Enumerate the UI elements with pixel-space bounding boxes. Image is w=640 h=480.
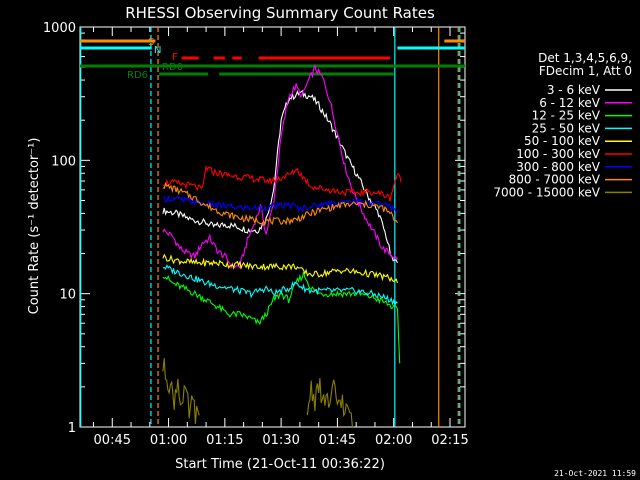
plot-frame	[79, 26, 466, 428]
timestamp-label: 21-Oct-2021 11:59	[554, 469, 636, 478]
legend-entry-label: 6 - 12 keV	[539, 96, 601, 110]
series-line-0	[162, 89, 398, 264]
legend-entry-label: 300 - 800 keV	[516, 160, 600, 174]
flag-label-f: F	[172, 52, 178, 63]
legend-entry-label: 7000 - 15000 keV	[493, 185, 600, 199]
y-tick-label: 1000	[43, 21, 76, 36]
flag-label-rd0: RD0	[162, 62, 183, 73]
legend-header-line: Det 1,3,4,5,6,9,	[538, 51, 632, 65]
series-line-1	[162, 63, 398, 270]
y-axis-title: Count Rate (s⁻¹ detector⁻¹)	[27, 138, 42, 315]
x-tick-label: 01:30	[262, 433, 299, 448]
flag-label-n: N	[154, 45, 161, 56]
series-line-7	[162, 181, 398, 226]
legend-entry-label: 100 - 300 keV	[516, 147, 600, 161]
legend-header-line: FDecim 1, Att 0	[539, 64, 632, 78]
series-line-8	[162, 358, 353, 428]
y-tick-label: 100	[51, 154, 76, 169]
series-line-6	[162, 194, 398, 215]
series-line-2	[162, 271, 401, 364]
x-tick-label: 01:45	[319, 433, 356, 448]
series-line-4	[162, 253, 399, 284]
chart-title: RHESSI Observing Summary Count Rates	[125, 4, 435, 22]
legend-entry-label: 800 - 7000 keV	[509, 173, 601, 187]
legend-entry-label: 12 - 25 keV	[532, 109, 601, 123]
legend-entry-label: 25 - 50 keV	[532, 121, 601, 135]
y-tick-label: 10	[59, 288, 76, 303]
x-tick-label: 01:15	[206, 433, 243, 448]
plot-area: 1 10 100 1000 00:45 01:00 01:15 01:30 01:45 02:00…	[43, 21, 469, 448]
x-axis-title: Start Time (21-Oct-11 00:36:22)	[175, 457, 385, 472]
flag-label-rd6: RD6	[127, 70, 148, 81]
x-tick-label: 02:00	[375, 433, 412, 448]
x-tick-label: 01:00	[150, 433, 187, 448]
x-tick-label: 00:45	[94, 433, 131, 448]
flag-label-s: S	[148, 37, 154, 48]
legend: Det 1,3,4,5,6,9,FDecim 1, Att 0 3 - 6 keV…	[493, 51, 632, 199]
y-tick-label: 1	[68, 421, 76, 436]
legend-entry-label: 50 - 100 keV	[524, 134, 601, 148]
series-line-3	[162, 264, 398, 308]
series-line-5	[162, 164, 402, 202]
x-tick-label: 02:15	[431, 433, 468, 448]
legend-entry-label: 3 - 6 keV	[547, 83, 601, 97]
